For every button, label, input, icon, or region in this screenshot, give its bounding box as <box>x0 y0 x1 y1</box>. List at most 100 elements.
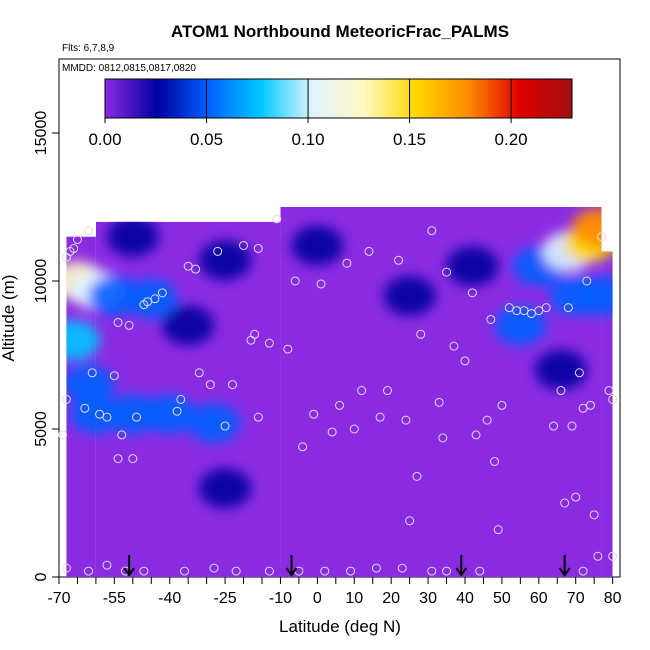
x-axis-label: Latitude (deg N) <box>279 617 401 636</box>
sample-point <box>578 566 588 576</box>
x-tick-label: 40 <box>456 590 474 607</box>
sample-point <box>102 412 112 422</box>
field-cell <box>143 394 196 435</box>
colorbar: 0.00 0.05 0.10 0.15 0.20 <box>88 78 573 149</box>
x-tick-label: 80 <box>604 590 622 607</box>
sample-point <box>597 232 607 242</box>
sample-point <box>556 386 566 396</box>
flight-arrow <box>455 555 468 577</box>
colorbar-tick-label: 0.15 <box>393 130 426 149</box>
sample-point <box>320 566 330 576</box>
sample-point <box>172 406 182 416</box>
sample-point <box>124 320 134 330</box>
y-tick-label: 0 <box>33 572 50 581</box>
sample-point <box>220 421 230 431</box>
sample-point <box>382 386 392 396</box>
sample-point <box>239 240 249 250</box>
sample-point <box>490 457 500 467</box>
sample-point <box>191 264 201 274</box>
flight-arrow <box>123 555 135 577</box>
field-cell <box>446 246 499 287</box>
sample-point <box>394 255 404 265</box>
sample-point <box>209 563 219 573</box>
sample-point <box>593 551 603 561</box>
sample-point <box>585 400 595 410</box>
sample-point <box>176 394 186 404</box>
data-field <box>66 207 613 578</box>
sample-point <box>272 214 282 224</box>
sample-point <box>604 386 614 396</box>
sample-point <box>357 386 367 396</box>
sample-point <box>482 415 492 425</box>
sample-point <box>84 226 94 236</box>
sample-point <box>231 566 241 576</box>
sample-point <box>264 566 274 576</box>
sample-point <box>405 516 415 526</box>
x-tick-label: 50 <box>493 590 511 607</box>
sample-point <box>541 303 551 313</box>
sample-point <box>264 338 274 348</box>
sample-point <box>298 442 308 452</box>
sample-point <box>427 566 437 576</box>
sample-point <box>80 403 90 413</box>
sample-point <box>253 243 263 253</box>
x-tick-label: -40 <box>158 590 181 607</box>
x-tick-label: -55 <box>103 590 126 607</box>
sample-point <box>397 563 407 573</box>
sample-point <box>113 454 123 464</box>
sample-point <box>128 454 138 464</box>
field-cell <box>383 275 436 316</box>
sample-points <box>58 214 618 576</box>
field-cell <box>106 216 159 257</box>
sample-point <box>375 412 385 422</box>
sample-point <box>467 288 477 298</box>
sample-point <box>309 409 319 419</box>
field-cell <box>188 403 241 444</box>
field-cell <box>534 349 587 390</box>
sample-point <box>283 344 293 354</box>
field-cell <box>291 225 344 266</box>
flight-arrow <box>558 555 571 577</box>
sample-point <box>250 329 260 339</box>
chart-title: ATOM1 Northbound MeteoricFrac_PALMS <box>171 22 509 41</box>
sample-point <box>364 246 374 256</box>
colorbar-tick-label: 0.00 <box>88 130 121 149</box>
sample-point <box>194 368 204 378</box>
sample-point <box>132 412 142 422</box>
sample-point <box>608 394 618 404</box>
sample-point <box>582 276 592 286</box>
x-tick-label: 70 <box>567 590 585 607</box>
chart-annotation: MMDD: 0812,0815,0817,0820 <box>62 63 196 74</box>
sample-point <box>346 566 356 576</box>
sample-point <box>493 525 503 535</box>
sample-point <box>139 566 149 576</box>
x-tick-label: 20 <box>382 590 400 607</box>
sample-point <box>497 400 507 410</box>
sample-point <box>58 430 68 440</box>
sample-point <box>442 566 452 576</box>
y-tick-label: 10000 <box>33 259 50 304</box>
field-cell <box>199 240 252 281</box>
x-axis: -70 -55 -40 -25 -10 0 10 20 30 40 50 60 70 80 <box>47 577 622 607</box>
sample-point <box>150 294 160 304</box>
sample-point <box>87 368 97 378</box>
sample-point <box>61 563 71 573</box>
sample-point <box>434 397 444 407</box>
sample-point <box>567 421 577 431</box>
sample-point <box>563 303 573 313</box>
field-cell <box>66 320 100 361</box>
colorbar-tick-label: 0.05 <box>190 130 223 149</box>
sample-point <box>371 563 381 573</box>
sample-point <box>560 498 570 508</box>
flight-arrows <box>123 555 571 577</box>
colorbar-gradient <box>104 78 573 119</box>
field-cell <box>494 305 547 346</box>
y-axis-label: Altitude (m) <box>0 275 18 362</box>
sample-point <box>475 566 485 576</box>
field-cell <box>579 275 613 316</box>
sample-point <box>574 368 584 378</box>
x-tick-label: 60 <box>530 590 548 607</box>
sample-point <box>486 314 496 324</box>
sample-point <box>401 415 411 425</box>
